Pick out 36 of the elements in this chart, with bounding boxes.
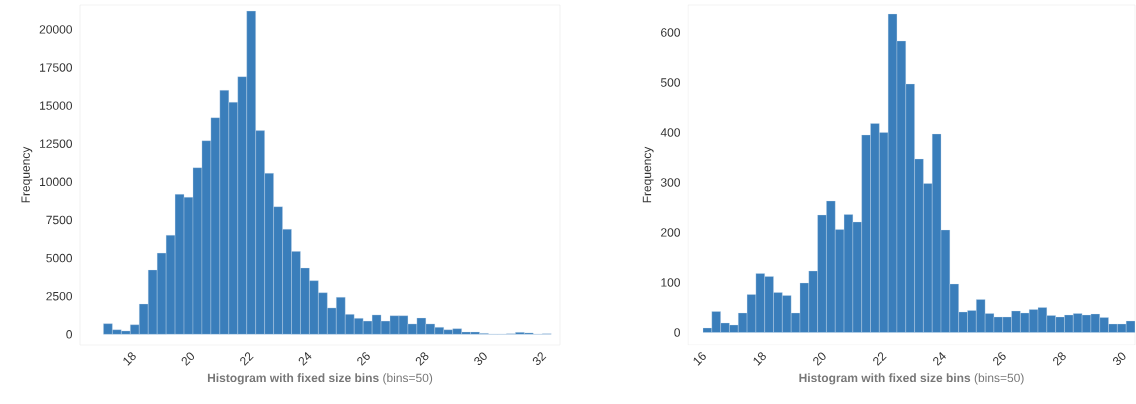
x-tick-label: 18: [753, 352, 766, 366]
x-tick-label: 22: [873, 352, 887, 366]
y-axis-title: Frequency: [642, 146, 654, 203]
x-tick-label: 24: [298, 352, 312, 366]
y-tick-label: 17500: [40, 63, 73, 72]
x-tick-label: 20: [813, 352, 826, 366]
y-tick-label: 400: [660, 128, 680, 137]
y-tick-label: 12500: [40, 139, 73, 148]
x-tick-label: 30: [474, 352, 487, 366]
y-tick-label: 600: [661, 28, 680, 37]
x-tick-label: 18: [123, 352, 136, 366]
y-tick-label: 0: [674, 328, 681, 337]
y-tick-label: 500: [660, 78, 680, 87]
y-tick-label: 200: [661, 228, 680, 237]
x-tick-label: 32: [532, 352, 547, 366]
y-tick-label: 100: [661, 278, 680, 287]
x-tick-label: 28: [415, 352, 429, 366]
x-tick-label: 26: [357, 352, 370, 366]
y-tick-label: 10000: [40, 177, 73, 187]
y-tick-label: 7500: [46, 215, 73, 225]
y-tick-label: 5000: [46, 253, 73, 263]
y-tick-label: 2500: [46, 291, 73, 301]
y-tick-label: 15000: [40, 101, 73, 110]
x-tick-label: 22: [240, 352, 254, 366]
x-tick-label: 24: [933, 352, 946, 366]
x-tick-label: 30: [1113, 352, 1126, 366]
y-tick-label: 300: [660, 178, 680, 187]
x-axis-title: Histogram with fixed size bins (bins=50): [799, 373, 1024, 385]
y-axis-title: Frequency: [21, 146, 33, 203]
x-tick-label: 28: [1053, 352, 1066, 366]
x-tick-label: 26: [993, 352, 1006, 366]
x-tick-label: 20: [181, 352, 195, 366]
y-tick-label: 20000: [39, 25, 73, 34]
x-tick-label: 16: [693, 352, 706, 366]
y-tick-label: 0: [66, 330, 73, 339]
x-axis-title: Histogram with fixed size bins (bins=50): [207, 373, 433, 385]
